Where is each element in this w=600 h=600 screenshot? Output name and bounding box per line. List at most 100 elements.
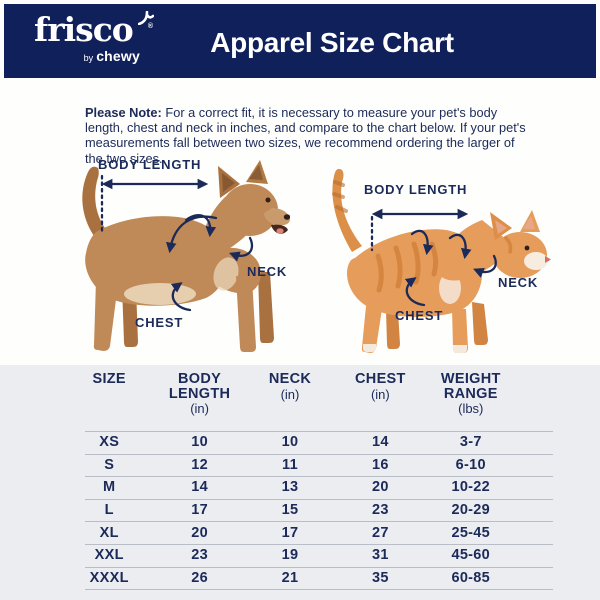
cell-xl-neck: 17 [281,524,299,541]
cell-m-neck: 13 [281,479,299,496]
cat-body-stripe [411,241,421,285]
dog-head [222,184,278,236]
column-header-label: WEIGHT RANGE [440,371,501,402]
row-separator-line [85,566,553,568]
dog-chest-label: CHEST [135,315,184,330]
cat-body-stripe [375,253,384,293]
column-header-unit: (in) [370,386,390,402]
column-header-size: SIZE [64,372,154,416]
cat-rear-leg-far [386,310,400,349]
dog-chest-wrap-arrow [170,282,192,312]
column-header-weight-range: WEIGHT RANGE (lbs) [426,372,516,416]
cell-xxxl-body_length: 26 [191,569,208,586]
cat-chest-wrap-arrow [404,277,426,307]
cat-body-length-label: BODY LENGTH [364,182,468,197]
cat-neck [437,220,512,281]
dog-illustration [82,160,290,352]
cell-m-body_length: 14 [191,479,208,496]
size-table-header: SIZE BODY LENGTH (in) NECK (in) CHEST (in) WEIG… [64,372,516,416]
cat-neck-wrap-arrow-right [473,254,497,278]
cell-xl-chest: 27 [372,524,389,541]
byline-prefix: by [83,53,94,63]
dog-front-leg-near [236,276,256,352]
by-chewy-byline: by chewy [34,48,142,64]
cell-s-chest: 16 [372,456,389,473]
cell-xs-size: XS [99,434,120,451]
chewy-wordmark: chewy [96,48,140,64]
column-header-neck: NECK (in) [245,372,335,416]
cell-l-chest: 23 [372,502,389,519]
frisco-logo: frisco ® by chewy [34,10,154,64]
size-table-panel [0,365,600,600]
dog-rear-leg-near [93,280,118,351]
cell-xxxl-size: XXXL [89,569,129,586]
cell-s-weight_range: 6-10 [455,456,486,473]
dog-belly-patch [124,283,196,305]
fit-note-label: Please Note: [85,104,162,120]
cell-s-body_length: 12 [191,456,208,473]
cell-xxl-body_length: 23 [191,547,208,564]
column-header-label: CHEST [355,371,406,387]
size-table-body: XS 10 10 14 3-7 S 12 11 16 6-10 M 14 13 20 10-22 L 17 15 2… [64,431,516,589]
row-separator-line [85,521,553,523]
frisco-tail-swoosh-icon [138,11,154,25]
row-separator-line [85,544,553,545]
row-separator-line [85,453,553,455]
cell-s-size: S [104,456,115,473]
size-table-gridlines [85,431,553,591]
cat-nose [545,256,551,263]
dog-eye [265,197,271,203]
dog-body-length-label: BODY LENGTH [98,157,202,172]
cell-xs-body_length: 10 [191,434,208,451]
cat-tail-stripe [332,192,345,199]
cat-eye [524,245,530,251]
cell-xl-weight_range: 25-45 [451,524,491,541]
column-header-chest: CHEST (in) [335,372,425,416]
cell-m-weight_range: 10-22 [451,479,491,496]
row-separator-line [85,431,553,432]
row-separator-line [85,589,553,591]
column-header-label: BODY LENGTH [168,371,231,402]
cell-l-size: L [104,502,114,519]
cell-xxl-neck: 19 [281,547,299,564]
cell-xs-weight_range: 3-7 [459,434,482,451]
cell-l-body_length: 17 [191,502,208,519]
frisco-logo-text: frisco [34,10,134,49]
column-header-body-length: BODY LENGTH (in) [154,372,244,416]
column-header-unit: (in) [190,401,209,416]
cat-neck-label: NECK [498,275,539,290]
cell-l-weight_range: 20-29 [451,502,491,519]
dog-neck-wrap-arrow-top [184,214,217,238]
cell-xl-body_length: 20 [191,524,208,541]
row-separator-line [85,476,553,478]
cell-xxxl-weight_range: 60-85 [451,569,491,586]
cell-m-size: M [103,479,116,496]
cat-body-stripe [393,245,403,289]
cell-xxxl-chest: 35 [372,569,389,586]
cat-neck-wrap-arrow-top [448,233,472,260]
dog-ear-right-inner [249,165,263,180]
cell-xxl-weight_range: 45-60 [451,547,491,564]
cat-figure [332,168,551,353]
cat-chest-label: CHEST [395,308,444,323]
cat-tail-stripe [333,180,345,187]
frisco-logo-word: frisco ® [34,10,154,49]
cell-xxl-chest: 31 [372,547,389,564]
dog-muzzle [264,208,290,226]
cat-foot [363,344,376,352]
cat-ear-right-inner [523,216,535,229]
column-header-unit: (in) [280,386,300,402]
cell-xxxl-neck: 21 [281,569,299,586]
header-band: frisco ® by chewy Apparel Size Chart [4,4,596,78]
dog-chest-patch [213,257,239,291]
page-title: Apparel Size Chart [210,27,454,58]
cat-foot [453,345,467,353]
cell-xs-chest: 14 [372,434,389,451]
dog-nose [283,214,290,220]
cat-neck-wrap-arrow-left [410,229,434,256]
dog-tongue [276,228,284,234]
cell-xl-size: XL [99,524,119,541]
dog-neck-wrap-arrow-left [166,215,218,254]
registered-mark: ® [147,23,153,30]
